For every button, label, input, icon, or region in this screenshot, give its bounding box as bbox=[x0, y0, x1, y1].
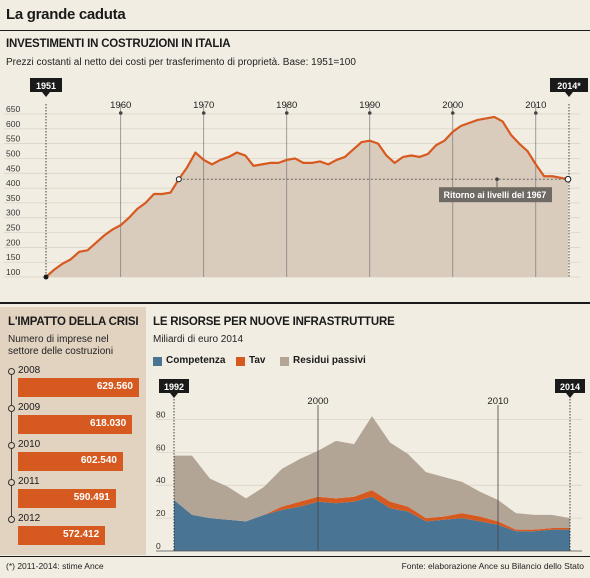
y-tick-label: 600 bbox=[6, 119, 20, 129]
x-tick-dot bbox=[367, 111, 372, 115]
legend-swatch-tav bbox=[236, 357, 245, 366]
bar: 618.030 bbox=[18, 415, 133, 434]
x-tick-label: 2014* bbox=[557, 81, 581, 91]
x-tick-label: 1960 bbox=[110, 100, 131, 111]
crisis-panel: L'IMPATTO DELLA CRISI Numero di imprese … bbox=[0, 307, 146, 555]
x-tick-dot bbox=[284, 111, 289, 115]
x-tick-label: 1970 bbox=[193, 100, 214, 111]
x-tick-badge-arrow bbox=[170, 393, 178, 398]
bar-year-label: 2011 bbox=[18, 476, 40, 487]
y-tick-label: 550 bbox=[6, 134, 20, 144]
bar-value-label: 618.030 bbox=[90, 418, 127, 429]
y-tick-label: 400 bbox=[6, 178, 20, 188]
timeline-dot bbox=[8, 479, 15, 486]
x-tick-dot bbox=[533, 111, 538, 115]
infra-chart-title: LE RISORSE PER NUOVE INFRASTRUTTURE bbox=[153, 316, 395, 328]
bar: 590.491 bbox=[18, 489, 116, 508]
footer-source: Fonte: elaborazione Ance su Bilancio del… bbox=[401, 561, 584, 571]
timeline-dot bbox=[8, 516, 15, 523]
footer-rule bbox=[0, 556, 590, 557]
crisis-title: L'IMPATTO DELLA CRISI bbox=[8, 316, 139, 328]
page-title: La grande caduta bbox=[6, 6, 126, 23]
y-tick-label: 150 bbox=[6, 252, 20, 262]
x-tick-label: 2010 bbox=[525, 100, 546, 111]
timeline-dot bbox=[8, 442, 15, 449]
x-tick-dot bbox=[201, 111, 206, 115]
timeline-dot bbox=[8, 405, 15, 412]
footer-note: (*) 2011-2014: stime Ance bbox=[6, 561, 104, 571]
section-rule bbox=[0, 302, 590, 304]
area-fill bbox=[46, 116, 568, 277]
y-tick-label: 0 bbox=[156, 541, 161, 551]
y-tick-label: 40 bbox=[156, 475, 166, 485]
legend-swatch-residui bbox=[280, 357, 289, 366]
x-tick-badge-arrow bbox=[565, 92, 573, 97]
start-point bbox=[43, 274, 49, 280]
legend-label-competenza: Competenza bbox=[166, 355, 226, 366]
x-tick-label: 2000 bbox=[442, 100, 463, 111]
x-tick-badge bbox=[159, 379, 189, 393]
x-tick-badge-arrow bbox=[566, 393, 574, 398]
x-tick-label: 1990 bbox=[359, 100, 380, 111]
x-tick-label: 1992 bbox=[164, 382, 184, 392]
infra-chart-subtitle: Miliardi di euro 2014 bbox=[153, 334, 244, 345]
x-tick-badge bbox=[550, 78, 588, 92]
annotation-text: Ritorno ai livelli del 1967 bbox=[444, 190, 547, 200]
bar-year-label: 2012 bbox=[18, 513, 41, 524]
main-chart-subtitle: Prezzi costanti al netto dei costi per t… bbox=[6, 57, 356, 68]
bar: 572.412 bbox=[18, 526, 106, 545]
x-tick-badge bbox=[30, 78, 62, 92]
x-tick-dot bbox=[450, 111, 455, 115]
y-tick-label: 500 bbox=[6, 148, 20, 158]
y-tick-label: 60 bbox=[156, 442, 166, 452]
bar-year-label: 2008 bbox=[18, 365, 41, 376]
main-area-chart: 100 150 200 250 300 350 400 450 500 550 600 650 1951… bbox=[4, 78, 588, 280]
y-tick-label: 300 bbox=[6, 208, 20, 218]
x-tick-label: 2014 bbox=[560, 382, 580, 392]
bar-value-label: 629.560 bbox=[96, 381, 133, 392]
x-tick-dot bbox=[118, 111, 123, 115]
x-tick-label: 2010 bbox=[487, 396, 508, 407]
y-tick-label: 200 bbox=[6, 237, 20, 247]
bar-year-label: 2010 bbox=[18, 439, 41, 450]
annotation-box bbox=[439, 187, 552, 203]
bar-value-label: 572.412 bbox=[63, 529, 100, 540]
legend-label-residui: Residui passivi bbox=[293, 355, 366, 366]
y-tick-label: 650 bbox=[6, 104, 20, 114]
y-tick-label: 100 bbox=[6, 267, 20, 277]
ref-point-1967 bbox=[175, 176, 182, 183]
y-tick-label: 250 bbox=[6, 223, 20, 233]
bar-value-label: 590.491 bbox=[73, 492, 110, 503]
legend-label-tav: Tav bbox=[249, 355, 266, 366]
series-line bbox=[45, 115, 569, 278]
y-tick-label: 80 bbox=[156, 409, 166, 419]
x-tick-badge-arrow bbox=[42, 92, 50, 97]
x-tick-badge bbox=[555, 379, 585, 393]
bar-year-label: 2009 bbox=[18, 402, 41, 413]
bar-value-label: 602.540 bbox=[80, 455, 117, 466]
main-chart-title: INVESTIMENTI IN COSTRUZIONI IN ITALIA bbox=[6, 38, 231, 50]
y-tick-label: 20 bbox=[156, 508, 166, 518]
bar: 602.540 bbox=[18, 452, 123, 471]
x-tick-label: 2000 bbox=[307, 396, 328, 407]
bar: 629.560 bbox=[18, 378, 139, 397]
end-point bbox=[564, 175, 572, 183]
legend-swatch-competenza bbox=[153, 357, 162, 366]
timeline-dot bbox=[8, 368, 15, 375]
stack-area-residui-passivi bbox=[174, 416, 570, 530]
y-tick-label: 450 bbox=[6, 163, 20, 173]
y-tick-label: 350 bbox=[6, 193, 20, 203]
x-tick-label: 1951 bbox=[36, 81, 56, 91]
stack-area-competenza bbox=[174, 496, 570, 551]
infra-area-chart: 0 20 40 60 80 1992 2000 2010 2014 bbox=[156, 379, 585, 552]
x-tick-label: 1980 bbox=[276, 100, 297, 111]
crisis-subtitle: Numero di imprese nel settore delle cost… bbox=[8, 334, 114, 357]
title-rule bbox=[0, 30, 590, 31]
